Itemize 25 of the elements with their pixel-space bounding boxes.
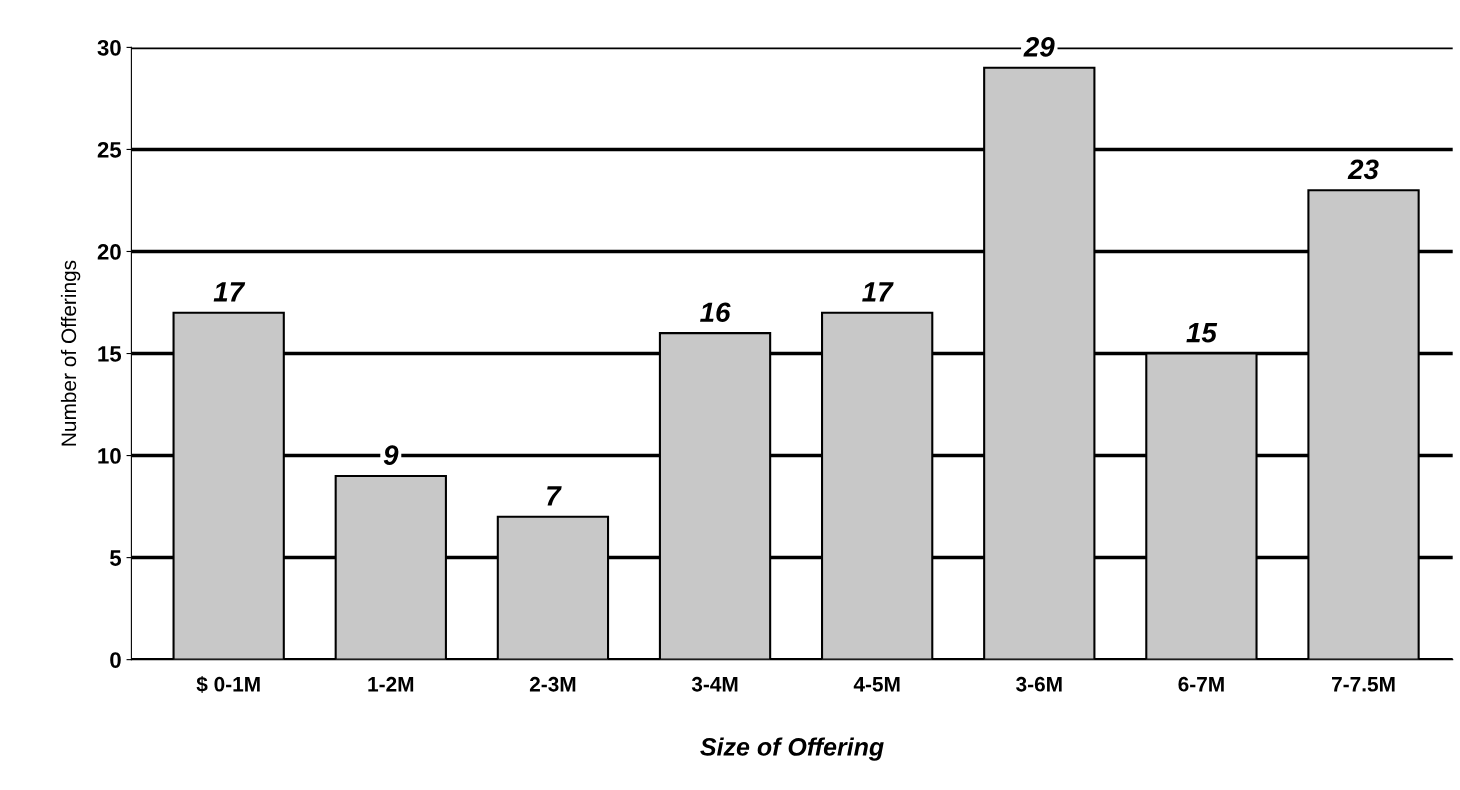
y-tick-label: 20 bbox=[97, 244, 121, 260]
x-tick-label: 4-5M bbox=[853, 677, 900, 692]
data-label: 29 bbox=[1023, 37, 1055, 57]
x-tick-label: 3-6M bbox=[1016, 676, 1062, 692]
y-tick-label: 0 bbox=[110, 652, 121, 668]
x-tick-label: 3-4M bbox=[691, 676, 738, 692]
y-tick-label: 15 bbox=[98, 346, 122, 362]
data-label: 17 bbox=[862, 282, 894, 302]
data-label: 16 bbox=[700, 302, 731, 323]
x-tick-label: 2-3M bbox=[529, 676, 576, 692]
y-tick-label: 30 bbox=[97, 39, 121, 56]
y-tick-label: 25 bbox=[97, 141, 122, 158]
x-tick-label: 7-7.5M bbox=[1332, 677, 1395, 692]
x-tick-label: 1-2M bbox=[368, 676, 414, 692]
data-label: 9 bbox=[383, 445, 399, 465]
y-tick-label: 10 bbox=[98, 448, 121, 464]
x-tick-label: $ 0-1M bbox=[196, 675, 260, 693]
y-tick-label: 5 bbox=[110, 550, 122, 566]
y-axis-title: Number of Offerings bbox=[60, 260, 81, 446]
x-tick-label: 6-7M bbox=[1178, 676, 1224, 692]
data-label: 15 bbox=[1186, 323, 1218, 343]
data-label: 7 bbox=[547, 486, 562, 506]
x-axis-title: Size of Offering bbox=[700, 737, 884, 761]
data-label: 23 bbox=[1347, 159, 1379, 180]
data-label: 17 bbox=[213, 282, 246, 302]
